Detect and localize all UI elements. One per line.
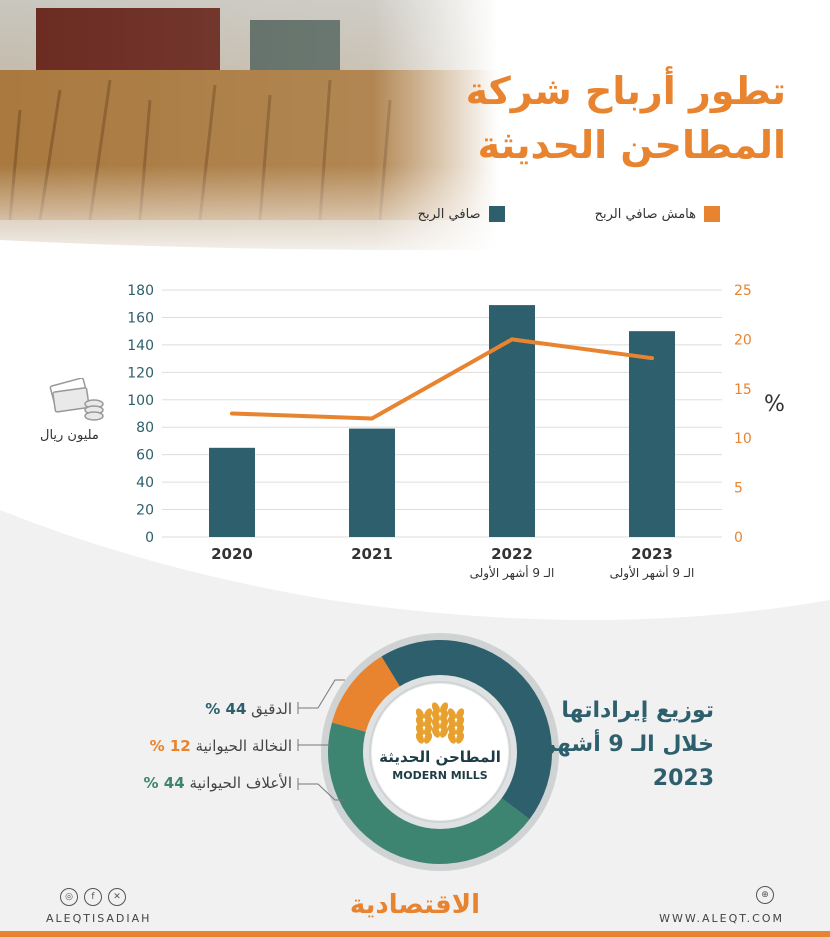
bar-2021	[349, 428, 395, 537]
y-tick-left-3: 60	[136, 448, 154, 464]
page-title: تطور أرباح شركة المطاحن الحديثة	[366, 64, 786, 172]
x-tick-2023: 2023	[631, 545, 673, 563]
x-note-2022: الـ 9 أشهر الأولى	[470, 565, 555, 581]
y-tick-left-6: 120	[127, 365, 154, 381]
title-line-1: تطور أرباح شركة	[465, 69, 786, 113]
segment-pct-feed: 44 %	[143, 774, 185, 792]
legend-label-margin: هامش صافي الربح	[594, 206, 696, 222]
legend-swatch-margin	[704, 206, 720, 222]
x-tick-2021: 2021	[351, 545, 393, 563]
legend-swatch-profit	[488, 206, 505, 222]
donut-inner-ring	[363, 675, 517, 829]
profit-chart: 0 20 40 60 80 100 120 140 160 180 0 5 10 15 20 25 2020 20…	[127, 283, 752, 581]
segment-pct-flour: 44 %	[205, 700, 247, 718]
x-tick-2020: 2020	[211, 545, 253, 563]
logo-english-name: MODERN MILLS	[392, 769, 488, 782]
bar-2020	[209, 447, 255, 537]
brand-logo: الاقتصادية	[349, 890, 480, 920]
donut-title-line-2: خلال الـ 9 أشهر	[543, 732, 714, 757]
donut-center	[372, 684, 508, 820]
donut-slice-0	[381, 640, 553, 820]
x-note-2023: الـ 9 أشهر الأولى	[610, 565, 695, 581]
y-tick-left-9: 180	[127, 283, 154, 299]
y-tick-left-4: 80	[136, 420, 154, 436]
donut-title: توزيع إيراداتها خلال الـ 9 أشهر 2023	[494, 694, 714, 796]
y-axis-unit-label: مليون ريال	[40, 428, 99, 443]
y-tick-left-8: 160	[127, 310, 154, 326]
chart-legend: هامش صافي الربح صافي الربح	[418, 206, 720, 222]
wheat-grain	[455, 732, 465, 744]
y-tick-right-2: 10	[734, 431, 752, 447]
donut-slice-1	[331, 656, 401, 732]
segment-label-bran: النخالة الحيوانية 12 %	[144, 737, 292, 755]
legend-label-profit: صافي الربح	[417, 206, 481, 222]
title-line-2: المطاحن الحديثة	[477, 123, 786, 167]
segment-label-flour: الدقيق 44 %	[199, 700, 292, 718]
y-tick-left-2: 40	[136, 475, 154, 491]
legend-item-profit: صافي الربح	[418, 206, 505, 222]
margin-point-2023	[650, 356, 654, 361]
wheat-grain	[423, 732, 433, 744]
legend-item-margin: هامش صافي الربح	[595, 206, 720, 222]
social-icons: ◎ f ✕	[60, 888, 126, 906]
segment-name-flour: الدقيق	[251, 700, 292, 718]
wheat-grain	[447, 732, 457, 744]
segment-name-bran: النخالة الحيوانية	[195, 737, 292, 755]
donut-slice-2	[328, 722, 530, 864]
footer-handle[interactable]: ALEQTISADIAH	[46, 912, 152, 925]
x-tick-2022: 2022	[491, 545, 533, 563]
wheat-grain	[439, 726, 449, 738]
globe-icon: ⊕	[756, 886, 774, 904]
money-icon	[49, 378, 104, 421]
bar-2023	[629, 331, 675, 537]
footer-website[interactable]: WWW.ALEQT.COM	[659, 912, 784, 925]
segment-label-feed: الأعلاف الحيوانية 44 %	[138, 774, 292, 792]
y-tick-left-5: 100	[127, 393, 154, 409]
margin-point-2021	[370, 416, 374, 421]
wheat-grain	[415, 732, 425, 744]
leader-line-2	[298, 783, 345, 801]
facebook-icon[interactable]: f	[84, 888, 102, 906]
instagram-icon[interactable]: ◎	[60, 888, 78, 906]
segment-pct-bran: 12 %	[149, 737, 191, 755]
y-tick-left-1: 20	[136, 503, 154, 519]
bar-2022	[489, 305, 535, 537]
y-tick-right-1: 5	[734, 481, 743, 497]
y-tick-right-3: 15	[734, 382, 752, 398]
margin-point-2020	[230, 411, 234, 416]
donut-title-line-1: توزيع إيراداتها	[561, 698, 714, 723]
wheat-grain	[431, 726, 441, 738]
segment-name-feed: الأعلاف الحيوانية	[189, 774, 292, 792]
y-tick-right-4: 20	[734, 332, 752, 348]
y-tick-left-7: 140	[127, 338, 154, 354]
margin-line	[231, 337, 653, 421]
donut-title-line-3: 2023	[652, 766, 714, 791]
leader-line-0	[298, 679, 345, 709]
y-tick-right-5: 25	[734, 283, 752, 299]
x-icon[interactable]: ✕	[108, 888, 126, 906]
logo-arabic-name: المطاحن الحديثة	[379, 748, 501, 766]
y-tick-right-0: 0	[734, 530, 743, 546]
footer-accent-line	[0, 931, 830, 937]
y-tick-left-0: 0	[145, 530, 154, 546]
wheat-logo-icon	[415, 702, 465, 744]
right-axis-percent-label: %	[764, 392, 785, 417]
margin-point-2022	[510, 337, 514, 342]
